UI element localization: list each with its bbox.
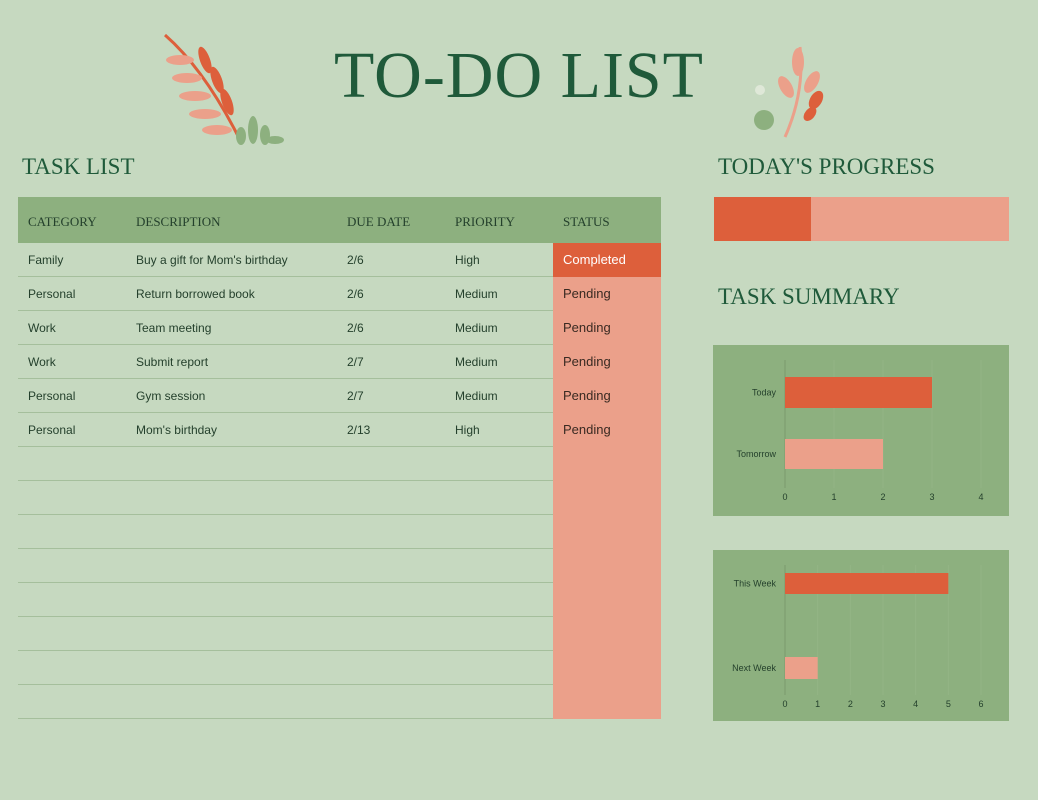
cell-priority[interactable]: High bbox=[455, 423, 480, 437]
leaf-decoration-right bbox=[754, 46, 824, 138]
column-header-due-date[interactable]: DUE DATE bbox=[347, 214, 411, 229]
status-cell-empty[interactable] bbox=[553, 583, 661, 617]
x-tick-label: 0 bbox=[782, 699, 787, 709]
table-row[interactable]: Personal Mom's birthday 2/13 High Pending bbox=[18, 413, 661, 447]
x-tick-label: 2 bbox=[848, 699, 853, 709]
empty-table-row[interactable] bbox=[18, 651, 661, 685]
x-tick-label: 1 bbox=[815, 699, 820, 709]
cell-description[interactable]: Buy a gift for Mom's birthday bbox=[136, 253, 288, 267]
column-header-status[interactable]: STATUS bbox=[563, 214, 610, 229]
cell-description[interactable]: Team meeting bbox=[136, 321, 212, 335]
table-header: CATEGORY DESCRIPTION DUE DATE PRIORITY S… bbox=[18, 197, 661, 243]
cell-description[interactable]: Submit report bbox=[136, 355, 209, 369]
column-header-priority[interactable]: PRIORITY bbox=[455, 214, 515, 229]
cell-due[interactable]: 2/6 bbox=[347, 321, 364, 335]
task-list-heading: TASK LIST bbox=[22, 154, 135, 179]
cell-priority[interactable]: Medium bbox=[455, 321, 498, 335]
table-row[interactable]: Work Team meeting 2/6 Medium Pending bbox=[18, 311, 661, 345]
status-badge[interactable]: Pending bbox=[553, 345, 661, 379]
status-badge[interactable]: Pending bbox=[553, 413, 661, 447]
empty-table-row[interactable] bbox=[18, 549, 661, 583]
cell-due[interactable]: 2/7 bbox=[347, 389, 364, 403]
x-tick-label: 3 bbox=[880, 699, 885, 709]
x-tick-label: 6 bbox=[978, 699, 983, 709]
cell-category[interactable]: Work bbox=[28, 321, 56, 335]
task-table: CATEGORY DESCRIPTION DUE DATE PRIORITY S… bbox=[18, 197, 661, 719]
empty-table-row[interactable] bbox=[18, 447, 661, 481]
cell-due[interactable]: 2/6 bbox=[347, 287, 364, 301]
progress-bar-fill bbox=[714, 197, 812, 241]
status-cell-empty[interactable] bbox=[553, 651, 661, 685]
table-row[interactable]: Personal Gym session 2/7 Medium Pending bbox=[18, 379, 661, 413]
status-badge[interactable]: Pending bbox=[553, 311, 661, 345]
x-tick-label: 3 bbox=[929, 492, 934, 502]
status-badge[interactable]: Pending bbox=[553, 379, 661, 413]
cell-priority[interactable]: Medium bbox=[455, 389, 498, 403]
cell-category[interactable]: Personal bbox=[28, 389, 76, 403]
leaf-decoration-left bbox=[164, 33, 284, 145]
x-tick-label: 0 bbox=[782, 492, 787, 502]
cell-description[interactable]: Mom's birthday bbox=[136, 423, 217, 437]
column-header-category[interactable]: CATEGORY bbox=[28, 214, 97, 229]
bar-next-week bbox=[785, 657, 818, 679]
cell-category[interactable]: Family bbox=[28, 253, 64, 267]
week-chart: 0 1 2 3 4 5 6 This Week Next Week bbox=[713, 550, 1009, 721]
table-row[interactable]: Work Submit report 2/7 Medium Pending bbox=[18, 345, 661, 379]
status-cell-empty[interactable] bbox=[553, 515, 661, 549]
cell-priority[interactable]: Medium bbox=[455, 287, 498, 301]
status-badge[interactable]: Completed bbox=[553, 243, 661, 277]
status-cell-empty[interactable] bbox=[553, 481, 661, 515]
cell-category[interactable]: Personal bbox=[28, 423, 76, 437]
status-cell-empty[interactable] bbox=[553, 617, 661, 651]
cell-priority[interactable]: Medium bbox=[455, 355, 498, 369]
status-cell-empty[interactable] bbox=[553, 447, 661, 481]
x-tick-label: 2 bbox=[880, 492, 885, 502]
x-tick-label: 4 bbox=[978, 492, 983, 502]
x-tick-label: 1 bbox=[831, 492, 836, 502]
today-tomorrow-chart: 0 1 2 3 4 Today Tomorrow bbox=[713, 345, 1009, 516]
bar-today bbox=[785, 377, 932, 408]
cell-due[interactable]: 2/7 bbox=[347, 355, 364, 369]
table-row[interactable]: Family Buy a gift for Mom's birthday 2/6 Hi… bbox=[18, 243, 661, 277]
empty-table-row[interactable] bbox=[18, 481, 661, 515]
empty-table-row[interactable] bbox=[18, 515, 661, 549]
y-category-label: Today bbox=[752, 388, 777, 398]
progress-heading: TODAY'S PROGRESS bbox=[718, 154, 935, 179]
bar-tomorrow bbox=[785, 439, 883, 469]
table-row[interactable]: Personal Return borrowed book 2/6 Medium Pen… bbox=[18, 277, 661, 311]
cell-description[interactable]: Gym session bbox=[136, 389, 206, 403]
empty-table-row[interactable] bbox=[18, 583, 661, 617]
status-cell-empty[interactable] bbox=[553, 685, 661, 719]
empty-table-row[interactable] bbox=[18, 685, 661, 719]
x-tick-label: 5 bbox=[946, 699, 951, 709]
y-category-label: Tomorrow bbox=[736, 449, 776, 459]
y-category-label: This Week bbox=[734, 579, 777, 589]
y-category-label: Next Week bbox=[732, 663, 776, 673]
cell-category[interactable]: Work bbox=[28, 355, 56, 369]
cell-category[interactable]: Personal bbox=[28, 287, 76, 301]
bar-this-week bbox=[785, 573, 949, 594]
cell-description[interactable]: Return borrowed book bbox=[136, 287, 255, 301]
status-badge[interactable]: Pending bbox=[553, 277, 661, 311]
empty-table-row[interactable] bbox=[18, 617, 661, 651]
cell-priority[interactable]: High bbox=[455, 253, 480, 267]
column-header-description[interactable]: DESCRIPTION bbox=[136, 214, 221, 229]
task-summary-heading: TASK SUMMARY bbox=[718, 284, 900, 309]
page-title: TO-DO LIST bbox=[334, 39, 704, 112]
cell-due[interactable]: 2/6 bbox=[347, 253, 364, 267]
cell-due[interactable]: 2/13 bbox=[347, 423, 371, 437]
progress-bar bbox=[714, 197, 1009, 241]
x-tick-label: 4 bbox=[913, 699, 918, 709]
status-cell-empty[interactable] bbox=[553, 549, 661, 583]
